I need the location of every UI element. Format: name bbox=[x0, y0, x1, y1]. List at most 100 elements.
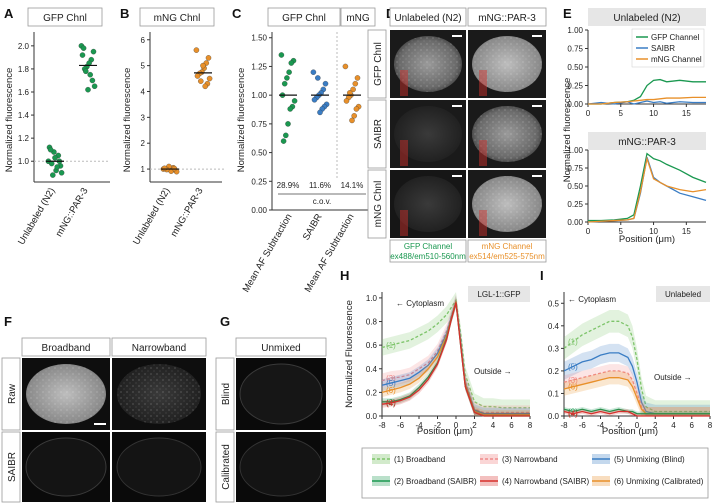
series-line bbox=[587, 156, 707, 223]
ytick-label: 1.8 bbox=[18, 65, 30, 74]
header-f1: Broadband bbox=[42, 343, 91, 354]
data-point bbox=[286, 69, 292, 75]
ytick-label: 1 bbox=[141, 165, 146, 174]
data-point bbox=[83, 68, 89, 74]
ytick-label: 0.25 bbox=[567, 82, 583, 91]
row-f2: SAIBR bbox=[7, 452, 18, 482]
ytick-label: 4 bbox=[141, 87, 146, 96]
series-line bbox=[563, 408, 710, 415]
legend-label-2: (2) Broadband (SAIBR) bbox=[394, 477, 477, 486]
xtick-label: -2 bbox=[615, 421, 623, 430]
xtick-label: 6 bbox=[509, 421, 514, 430]
series-line bbox=[588, 152, 707, 222]
cov-label: c.o.v. bbox=[313, 197, 332, 206]
speckle-f-1-1 bbox=[26, 364, 106, 424]
header-box-d1 bbox=[389, 7, 467, 27]
ytick-label: 3 bbox=[141, 113, 146, 122]
series-line bbox=[588, 96, 706, 105]
series-tag: (3) bbox=[386, 374, 396, 383]
error-band bbox=[382, 292, 530, 416]
row-g1: Blind bbox=[221, 383, 232, 405]
legend-e-label-1: GFP Channel bbox=[651, 33, 700, 42]
rowbox-d2 bbox=[367, 99, 387, 169]
data-point bbox=[278, 52, 285, 58]
ytick-label: 1.4 bbox=[18, 111, 30, 120]
header-box-a bbox=[27, 7, 103, 27]
header-b: mNG Chnl bbox=[154, 13, 201, 24]
plot-e-bottom: 0.00 0.25 0.50 0.75 1.00 0 5 10 15 bbox=[567, 146, 707, 236]
embryo-d-3-1 bbox=[394, 176, 462, 232]
data-point bbox=[202, 83, 208, 90]
header-box-b bbox=[139, 7, 215, 27]
ytick-label: 0.50 bbox=[567, 63, 583, 72]
ytick-label: 0.25 bbox=[251, 177, 267, 186]
data-point bbox=[283, 132, 289, 139]
xtick-a-1: Unlabeled (N2) bbox=[16, 186, 57, 247]
xtick-label: 15 bbox=[682, 227, 691, 236]
bottom-legend-frame bbox=[361, 447, 709, 499]
header-box-c1 bbox=[267, 7, 341, 27]
ytick-label: 1.00 bbox=[567, 146, 583, 155]
panel-label-b: B bbox=[120, 6, 129, 21]
ylabel-e: Normalized fluorescence bbox=[562, 78, 573, 183]
series-tag: (3) bbox=[568, 376, 578, 385]
data-point bbox=[280, 138, 287, 144]
xtick-label: 2 bbox=[653, 421, 658, 430]
data-point bbox=[194, 73, 201, 79]
rowbox-g1 bbox=[215, 357, 235, 431]
linescan-d-2-2 bbox=[479, 140, 487, 166]
ytick-label: 0.4 bbox=[548, 322, 560, 331]
series-line bbox=[587, 100, 706, 105]
data-point bbox=[343, 98, 350, 104]
ytick-label: 0.0 bbox=[548, 412, 560, 421]
row-d2: SAIBR bbox=[373, 119, 384, 149]
panel-label-f: F bbox=[4, 314, 12, 329]
ytick-label: 0.2 bbox=[366, 388, 378, 397]
panel-label-i: I bbox=[540, 268, 544, 283]
plot-i: 0.0 0.1 0.2 0.3 0.4 0.5 -8 -6 -4 -2 0 2 4 6 8 (1) (5) (3)… bbox=[548, 292, 713, 430]
tag-box-i bbox=[656, 286, 710, 302]
channel-box-gfp bbox=[389, 239, 467, 263]
error-band bbox=[564, 364, 710, 416]
xtick-label: -4 bbox=[415, 421, 423, 430]
row-g2: Calibrated bbox=[221, 444, 232, 490]
data-point bbox=[58, 170, 65, 176]
series-tag: (6) bbox=[568, 383, 578, 392]
header-c2: mNG bbox=[346, 13, 370, 24]
legend-label-5: (5) Unmixing (Blind) bbox=[614, 455, 685, 464]
xtick-label: -8 bbox=[560, 421, 568, 430]
rowbox-d1 bbox=[367, 29, 387, 99]
ytick-label: 0.1 bbox=[548, 389, 560, 398]
data-point bbox=[350, 86, 356, 93]
data-point bbox=[50, 172, 56, 178]
ylabel-a: Normalized fluorescence bbox=[4, 68, 15, 173]
xlabel-e: Position (μm) bbox=[619, 234, 675, 245]
header-box-g bbox=[235, 337, 327, 357]
data-point bbox=[205, 55, 212, 61]
rowbox-f1 bbox=[1, 357, 21, 431]
series-tag: (2) bbox=[386, 398, 396, 407]
linescan-d-1-2 bbox=[479, 70, 487, 96]
ytick-label: 0.75 bbox=[567, 45, 583, 54]
linescan-d-1-1 bbox=[400, 70, 408, 96]
ytick-label: 0.6 bbox=[366, 341, 378, 350]
xtick-label: 0 bbox=[635, 421, 640, 430]
yticks-c: 0.00 0.25 0.50 0.75 1.00 1.25 1.50 bbox=[251, 34, 272, 215]
header-box-c2 bbox=[340, 7, 376, 27]
plot-h: 0.0 0.2 0.4 0.6 0.8 1.0 -8 -6 -4 -2 0 2 4 6 8 (1) (3)(5)… bbox=[366, 292, 533, 430]
ytick-label: 1.00 bbox=[567, 26, 583, 35]
panel-label-g: G bbox=[220, 314, 230, 329]
gfp-ex-label: ex488/em510-560nm bbox=[390, 252, 466, 261]
row-f1: Raw bbox=[7, 383, 18, 404]
ytick-label: 1.25 bbox=[251, 62, 267, 71]
series-line bbox=[563, 320, 710, 413]
ytick-label: 0.00 bbox=[567, 100, 583, 109]
data-point bbox=[80, 45, 87, 51]
ytick-label: 1.0 bbox=[366, 294, 378, 303]
header-d1: Unlabeled (N2) bbox=[394, 13, 461, 24]
xtick-label: 6 bbox=[690, 421, 695, 430]
cov-2: 11.6% bbox=[309, 181, 331, 190]
embryo-f-2-1 bbox=[25, 437, 107, 497]
header-f2: Narrowband bbox=[132, 343, 186, 354]
linescan-d-3-2 bbox=[479, 210, 487, 236]
